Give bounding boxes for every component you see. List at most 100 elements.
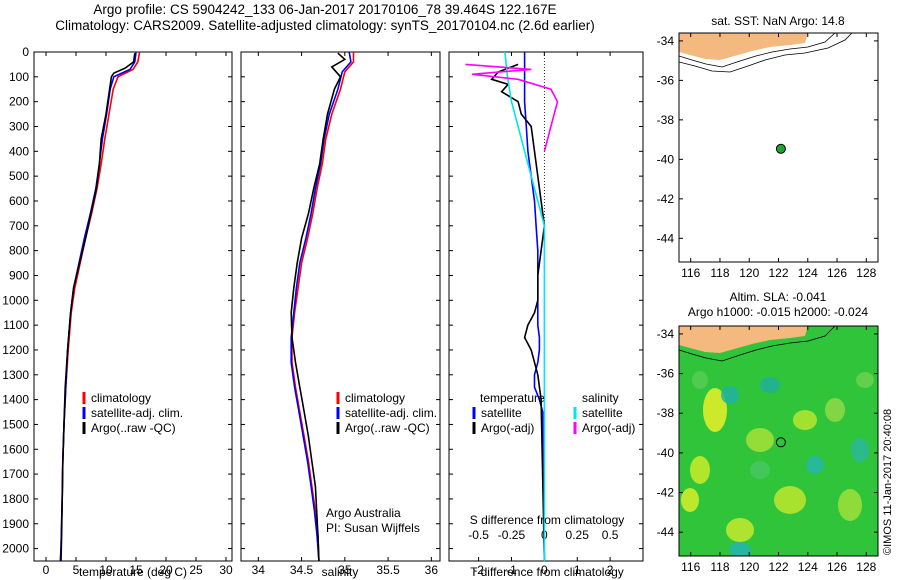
sla-anomaly-blob	[721, 386, 739, 404]
bathymetry-contour	[679, 326, 836, 362]
salinity-panel-frame	[240, 51, 441, 562]
sla-map-axes: 116 118 120 122 124 126 128 -34 -36 -38 -40 -42 -44	[657, 326, 878, 574]
sla-map-background	[679, 326, 878, 556]
difference-s-tick-label: -0.25	[498, 528, 526, 542]
depth-tick-label: 1800	[2, 492, 29, 506]
sla-anomaly-blob	[681, 488, 699, 512]
depth-tick-label: 200	[9, 95, 29, 109]
temperature-xlabel: temperature (deg C)	[79, 565, 187, 579]
sla-anomaly-blob	[729, 542, 751, 556]
salinity-xtick-label: 34.5	[290, 563, 314, 577]
difference-series-group	[465, 52, 559, 561]
bathymetry-contour	[679, 33, 836, 68]
map-xtick-label: 128	[856, 266, 876, 280]
salinity-xtick-label: 36	[425, 563, 439, 577]
map-ytick-label: -40	[657, 446, 675, 460]
depth-tick-label: 1400	[2, 393, 29, 407]
legend-label-satellite: satellite-adj. clim.	[91, 406, 183, 420]
map-ytick-label: -36	[657, 367, 675, 381]
sst-map-axes: 116 118 120 122 124 126 128 -34 -36 -38 -40 -42 -44	[657, 33, 878, 280]
salinity-xlabel: salinity	[322, 565, 359, 579]
map-ytick-label: -38	[657, 113, 675, 127]
legend-label-satellite: satellite-adj. clim.	[345, 406, 437, 420]
difference-xtick-label: -1	[506, 563, 517, 577]
legend-label-climatology: climatology	[91, 391, 151, 405]
legend-label-sal-argo: Argo(-adj)	[582, 421, 635, 435]
difference-series-salinity-argo-adj-	[465, 63, 559, 152]
map-xtick-label: 128	[856, 560, 876, 574]
sla-anomaly-blob	[750, 461, 770, 479]
depth-axis: 0 100 200 300 400 500 600 700 800 900 1000 1100 1200…	[2, 45, 643, 556]
map-ytick-label: -44	[657, 525, 675, 539]
map-xtick-label: 116	[681, 560, 700, 574]
map-xtick-label: 118	[710, 560, 729, 574]
temperature-plot: 0 5 10 15 20 25 30	[43, 52, 233, 577]
temperature-xtick-label: 5	[73, 563, 80, 577]
temperature-panel-frame	[33, 51, 233, 562]
sla-anomaly-blob	[690, 456, 710, 484]
map-xtick-label: 116	[681, 266, 700, 280]
legend-label-temp-argo: Argo(-adj)	[481, 421, 534, 435]
depth-tick-label: 1300	[2, 368, 29, 382]
map-xtick-label: 122	[768, 560, 788, 574]
difference-series-salinity-satellite	[504, 52, 546, 561]
sla-anomaly-blob	[825, 398, 845, 422]
sla-anomaly-blob	[856, 372, 874, 388]
salinity-xtick-label: 34	[252, 563, 266, 577]
legend-title-salinity: salinity	[582, 391, 619, 405]
depth-tick-label: 1200	[2, 343, 29, 357]
map-xtick-label: 120	[739, 560, 759, 574]
map-xtick-label: 124	[798, 560, 818, 574]
map-ytick-label: -42	[657, 486, 675, 500]
depth-tick-label: 100	[9, 70, 29, 84]
salinity-xtick-label: 35	[338, 563, 352, 577]
sla-anomaly-blob	[703, 388, 727, 432]
depth-tick-label: 0	[22, 45, 29, 59]
map-ytick-label: -36	[657, 73, 675, 87]
map-ytick-label: -34	[657, 34, 675, 48]
salinity-series-climatology	[291, 52, 355, 561]
temperature-xtick-label: 15	[129, 563, 143, 577]
map-xtick-label: 126	[827, 266, 847, 280]
bathymetry-contour	[679, 33, 853, 73]
legend-label-argo: Argo(..raw -QC)	[91, 421, 176, 435]
map-xtick-label: 126	[827, 560, 847, 574]
map-xtick-label: 118	[710, 266, 729, 280]
legend-title-temperature: temperature	[480, 391, 545, 405]
sla-anomaly-blob	[851, 438, 869, 462]
difference-series-temperature-argo-adj-	[490, 63, 546, 561]
argo-australia-label: Argo Australia	[326, 506, 401, 520]
land-australia	[679, 326, 808, 353]
map-ytick-label: -34	[657, 327, 675, 341]
sla-anomaly-blob	[793, 410, 817, 430]
sla-anomaly-blob	[760, 377, 780, 393]
depth-tick-label: 2000	[2, 542, 29, 556]
map-xtick-label: 120	[739, 266, 759, 280]
salinity-legend: climatology satellite-adj. clim. Argo(..…	[326, 391, 437, 535]
depth-tick-label: 1500	[2, 417, 29, 431]
argo-float-marker	[775, 143, 786, 154]
sla-map-title-2: Argo h1000: -0.015 h2000: -0.024	[688, 305, 868, 319]
sla-anomaly-blob	[806, 456, 824, 474]
sla-anomaly-blob	[774, 486, 806, 514]
map-ytick-label: -42	[657, 192, 675, 206]
temperature-series-argo-raw-qc-	[60, 53, 136, 561]
temperature-series-climatology	[59, 52, 141, 561]
legend-label-sal-satellite: satellite	[582, 406, 623, 420]
depth-tick-label: 1700	[2, 467, 29, 481]
salinity-series-argo-raw-qc-	[290, 52, 347, 561]
salinity-series-group	[290, 52, 355, 561]
difference-s-tick-label: 0.25	[566, 528, 590, 542]
salinity-plot: 34 34.5 35 35.5 36	[252, 52, 439, 577]
temperature-xtick-label: 0	[43, 563, 50, 577]
depth-tick-label: 800	[9, 244, 29, 258]
depth-tick-label: 900	[9, 268, 29, 282]
difference-xlabel-bottom: T difference from climatology	[470, 565, 624, 579]
pi-label: PI: Susan Wijffels	[326, 521, 420, 535]
sla-anomaly-blob	[726, 518, 754, 542]
sla-anomaly-blob	[746, 428, 774, 452]
temperature-xtick-label: 20	[159, 563, 173, 577]
sla-map	[679, 326, 878, 556]
depth-tick-label: 1900	[2, 517, 29, 531]
